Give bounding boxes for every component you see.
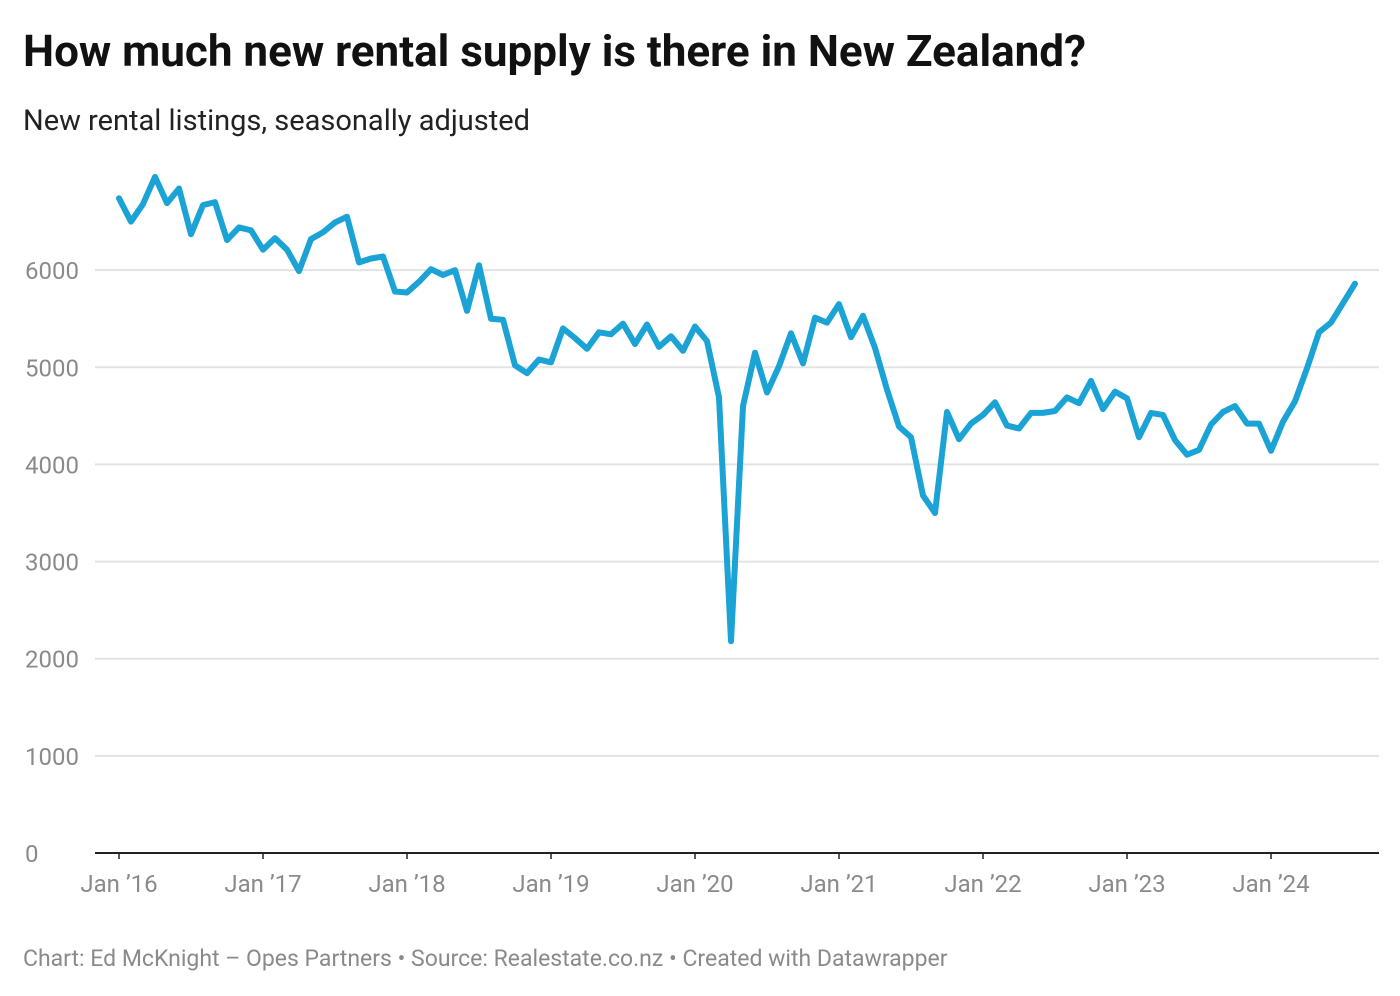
chart-footer: Chart: Ed McKnight – Opes Partners • Sou…	[23, 945, 948, 972]
y-tick-label: 6000	[25, 257, 79, 285]
x-tick-label: Jan ’22	[944, 870, 1021, 898]
y-tick-label: 5000	[25, 354, 79, 382]
x-tick-label: Jan ’23	[1088, 870, 1165, 898]
x-tick-label: Jan ’21	[800, 870, 877, 898]
chart-subtitle: New rental listings, seasonally adjusted	[23, 104, 530, 138]
x-tick-label: Jan ’19	[512, 870, 589, 898]
y-tick-label: 0	[25, 840, 39, 868]
series-line	[116, 173, 1358, 645]
x-tick-label: Jan ’20	[656, 870, 733, 898]
y-tick-label: 4000	[25, 451, 79, 479]
x-tick-label: Jan ’17	[224, 870, 301, 898]
x-tick-label: Jan ’24	[1232, 870, 1309, 898]
y-tick-label: 2000	[25, 646, 79, 674]
y-tick-label: 3000	[25, 549, 79, 577]
x-tick-label: Jan ’16	[80, 870, 157, 898]
x-tick-label: Jan ’18	[368, 870, 445, 898]
y-tick-label: 1000	[25, 743, 79, 771]
chart-title: How much new rental supply is there in N…	[23, 25, 1086, 77]
